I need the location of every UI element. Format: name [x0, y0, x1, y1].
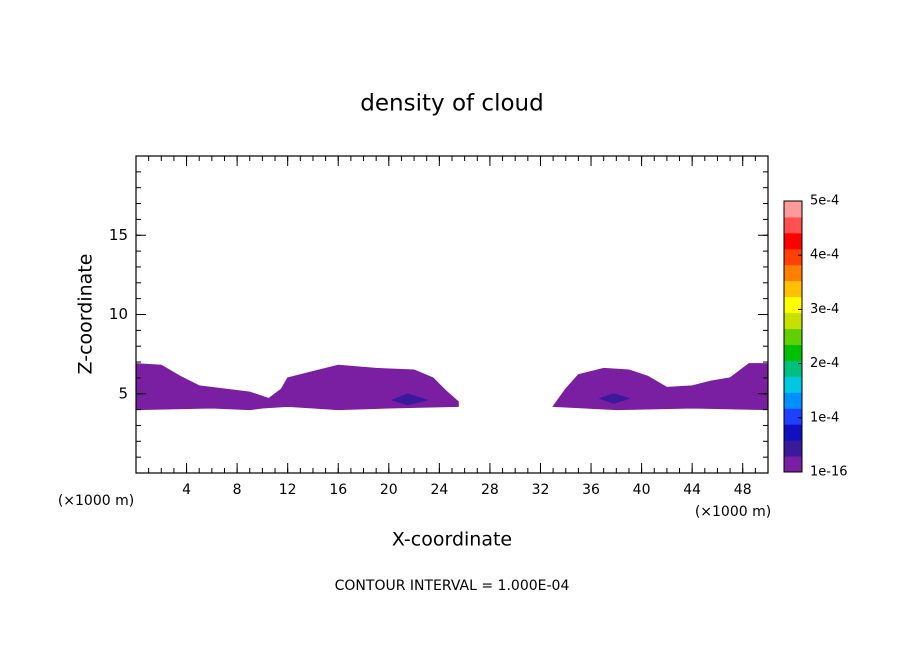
- colorbar-band: [784, 216, 802, 234]
- footer-note: CONTOUR INTERVAL = 1.000E-04: [335, 578, 570, 594]
- chart-title: density of cloud: [360, 91, 543, 117]
- colorbar-band: [784, 312, 802, 330]
- x-tick-label: 32: [532, 482, 550, 498]
- colorbar-tick-label: 4e-4: [810, 248, 839, 263]
- colorbar-band: [784, 392, 802, 409]
- x-unit-label: (×1000 m): [695, 504, 771, 520]
- colorbar-band: [784, 344, 802, 361]
- colorbar-tick-label: 3e-4: [810, 302, 839, 317]
- x-unit-label: (×1000 m): [58, 493, 134, 509]
- y-tick-label: 5: [118, 384, 128, 402]
- colorbar-band: [784, 408, 802, 425]
- x-tick-label: 12: [279, 482, 297, 498]
- colorbar-band: [784, 360, 802, 377]
- x-tick-label: 40: [633, 482, 651, 498]
- colorbar-tick-label: 1e-4: [810, 410, 839, 425]
- colorbar-band: [784, 440, 802, 457]
- colorbar-band: [784, 264, 802, 282]
- colorbar-band: [784, 424, 802, 441]
- x-tick-label: 8: [233, 482, 242, 498]
- x-tick-label: 48: [734, 482, 752, 498]
- cloud-region: [135, 363, 459, 411]
- colorbar-tick-label: 5e-4: [810, 194, 839, 209]
- x-tick-label: 28: [481, 482, 499, 498]
- plot-frame: [135, 155, 769, 474]
- colorbar-tick-label: 1e-16: [810, 465, 848, 480]
- x-tick-label: 24: [430, 482, 448, 498]
- y-axis-label: Z-coordinate: [75, 254, 97, 375]
- y-tick-label: 10: [109, 305, 128, 323]
- x-tick-label: 44: [683, 482, 701, 498]
- x-tick-label: 16: [329, 482, 347, 498]
- x-tick-label: 36: [582, 482, 600, 498]
- cloud-region: [552, 363, 769, 411]
- colorbar-band: [784, 232, 802, 250]
- colorbar-band: [784, 328, 802, 345]
- colorbar-band: [784, 456, 802, 473]
- cloud-region: [391, 393, 429, 406]
- x-tick-label: 4: [182, 482, 191, 498]
- x-tick-label: 20: [380, 482, 398, 498]
- x-axis-label: X-coordinate: [392, 529, 512, 551]
- colorbar-band: [784, 376, 802, 393]
- colorbar-band: [784, 280, 802, 298]
- y-tick-label: 15: [109, 226, 128, 244]
- colorbar-frame: [783, 200, 803, 473]
- colorbar-tick-label: 2e-4: [810, 356, 839, 371]
- colorbar-band: [784, 248, 802, 266]
- cloud-region: [598, 393, 631, 404]
- colorbar-band: [784, 296, 802, 314]
- colorbar-band: [784, 201, 802, 218]
